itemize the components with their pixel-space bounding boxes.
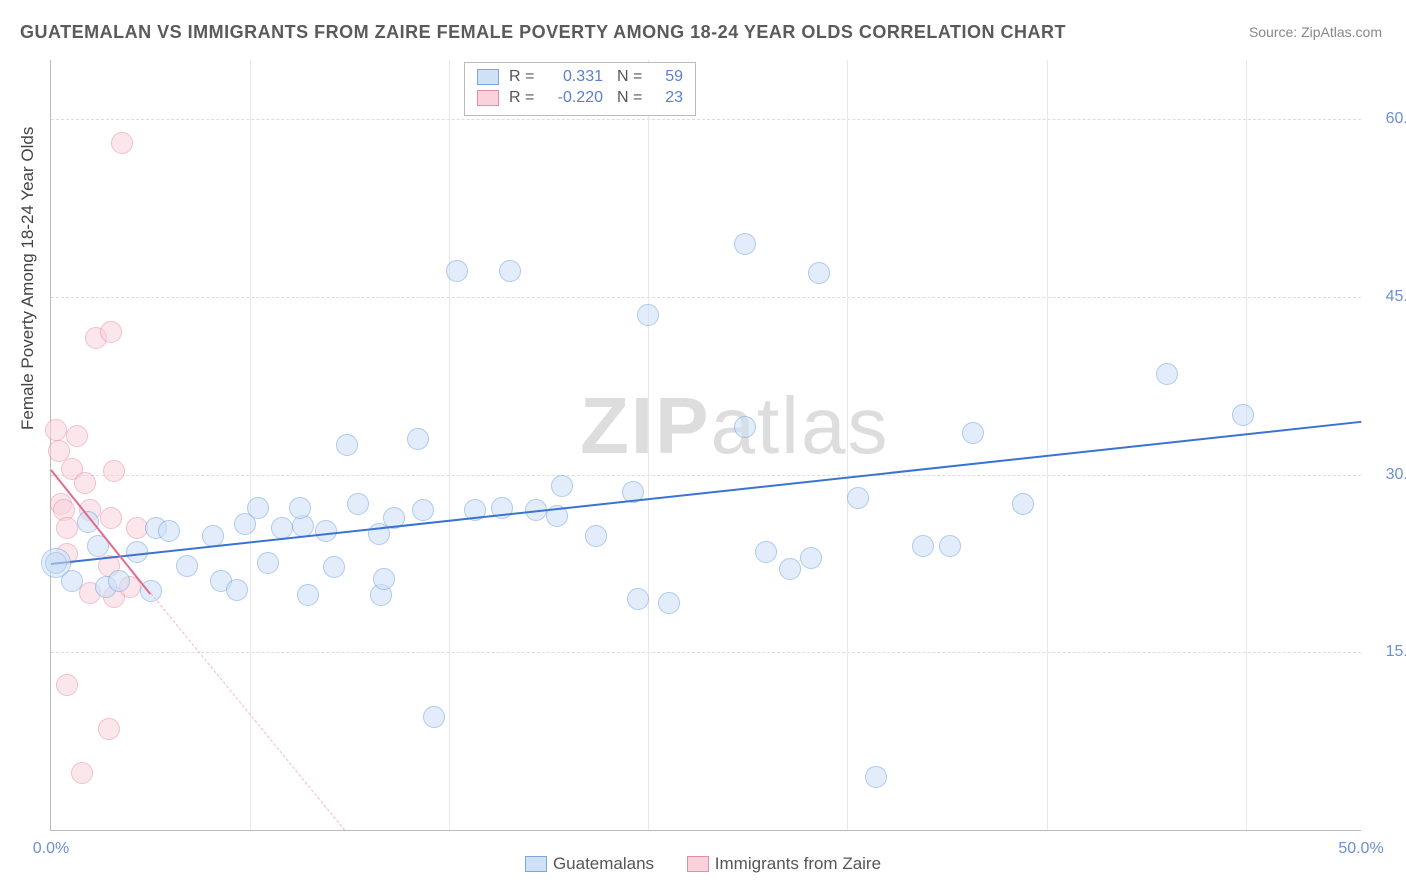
data-point xyxy=(98,718,120,740)
data-point xyxy=(912,535,934,557)
gridline-h xyxy=(51,297,1361,298)
data-point xyxy=(373,568,395,590)
data-point xyxy=(585,525,607,547)
data-point xyxy=(323,556,345,578)
legend-item-guatemalans: Guatemalans xyxy=(525,854,659,873)
data-point xyxy=(226,579,248,601)
gridline-h xyxy=(51,119,1361,120)
data-point xyxy=(247,497,269,519)
data-point xyxy=(100,507,122,529)
data-point xyxy=(257,552,279,574)
data-point xyxy=(336,434,358,456)
data-point xyxy=(407,428,429,450)
y-tick-label: 15.0% xyxy=(1386,643,1406,661)
gridline-v xyxy=(449,60,450,830)
data-point xyxy=(176,555,198,577)
gridline-v xyxy=(847,60,848,830)
source-label: Source: ZipAtlas.com xyxy=(1249,24,1382,40)
data-point xyxy=(1156,363,1178,385)
data-point xyxy=(56,517,78,539)
r-label: R = xyxy=(509,88,537,109)
data-point xyxy=(108,570,130,592)
n-label: N = xyxy=(617,88,645,109)
data-point xyxy=(939,535,961,557)
data-point xyxy=(779,558,801,580)
series-legend: Guatemalans Immigrants from Zaire xyxy=(0,854,1406,874)
legend-row-guatemalans: R = 0.331 N = 59 xyxy=(477,67,683,88)
data-point xyxy=(289,497,311,519)
legend-row-zaire: R = -0.220 N = 23 xyxy=(477,88,683,109)
y-tick-label: 30.0% xyxy=(1386,466,1406,484)
correlation-legend: R = 0.331 N = 59 R = -0.220 N = 23 xyxy=(464,62,696,116)
data-point xyxy=(103,460,125,482)
data-point xyxy=(56,674,78,696)
gridline-v xyxy=(648,60,649,830)
data-point xyxy=(66,425,88,447)
data-point xyxy=(111,132,133,154)
data-point xyxy=(71,762,93,784)
trend-line xyxy=(51,421,1361,565)
swatch-zaire xyxy=(477,90,499,106)
data-point xyxy=(551,475,573,497)
data-point xyxy=(627,588,649,610)
trend-line xyxy=(150,593,345,831)
y-tick-label: 45.0% xyxy=(1386,288,1406,306)
n-value-guatemalans: 59 xyxy=(655,67,683,88)
data-point xyxy=(158,520,180,542)
data-point xyxy=(734,416,756,438)
legend-label: Guatemalans xyxy=(553,854,654,873)
data-point xyxy=(41,548,71,578)
gridline-v xyxy=(1246,60,1247,830)
data-point xyxy=(1012,493,1034,515)
data-point xyxy=(45,419,67,441)
data-point xyxy=(271,517,293,539)
data-point xyxy=(658,592,680,614)
chart-plot-area: 15.0%30.0%45.0%60.0%0.0%50.0% xyxy=(50,60,1361,831)
data-point xyxy=(347,493,369,515)
data-point xyxy=(1232,404,1254,426)
data-point xyxy=(412,499,434,521)
r-value-guatemalans: 0.331 xyxy=(547,67,603,88)
data-point xyxy=(865,766,887,788)
data-point xyxy=(755,541,777,563)
n-value-zaire: 23 xyxy=(655,88,683,109)
y-axis-title: Female Poverty Among 18-24 Year Olds xyxy=(18,127,38,430)
data-point xyxy=(637,304,659,326)
r-label: R = xyxy=(509,67,537,88)
data-point xyxy=(734,233,756,255)
data-point xyxy=(800,547,822,569)
chart-title: GUATEMALAN VS IMMIGRANTS FROM ZAIRE FEMA… xyxy=(20,22,1066,43)
data-point xyxy=(74,472,96,494)
data-point xyxy=(297,584,319,606)
data-point xyxy=(423,706,445,728)
data-point xyxy=(126,541,148,563)
data-point xyxy=(847,487,869,509)
swatch-zaire xyxy=(687,856,709,872)
data-point xyxy=(100,321,122,343)
legend-item-zaire: Immigrants from Zaire xyxy=(687,854,881,873)
n-label: N = xyxy=(617,67,645,88)
r-value-zaire: -0.220 xyxy=(547,88,603,109)
gridline-v xyxy=(1047,60,1048,830)
data-point xyxy=(808,262,830,284)
data-point xyxy=(499,260,521,282)
gridline-h xyxy=(51,475,1361,476)
swatch-guatemalans xyxy=(525,856,547,872)
legend-label: Immigrants from Zaire xyxy=(715,854,881,873)
swatch-guatemalans xyxy=(477,69,499,85)
data-point xyxy=(446,260,468,282)
gridline-h xyxy=(51,652,1361,653)
data-point xyxy=(962,422,984,444)
y-tick-label: 60.0% xyxy=(1386,110,1406,128)
